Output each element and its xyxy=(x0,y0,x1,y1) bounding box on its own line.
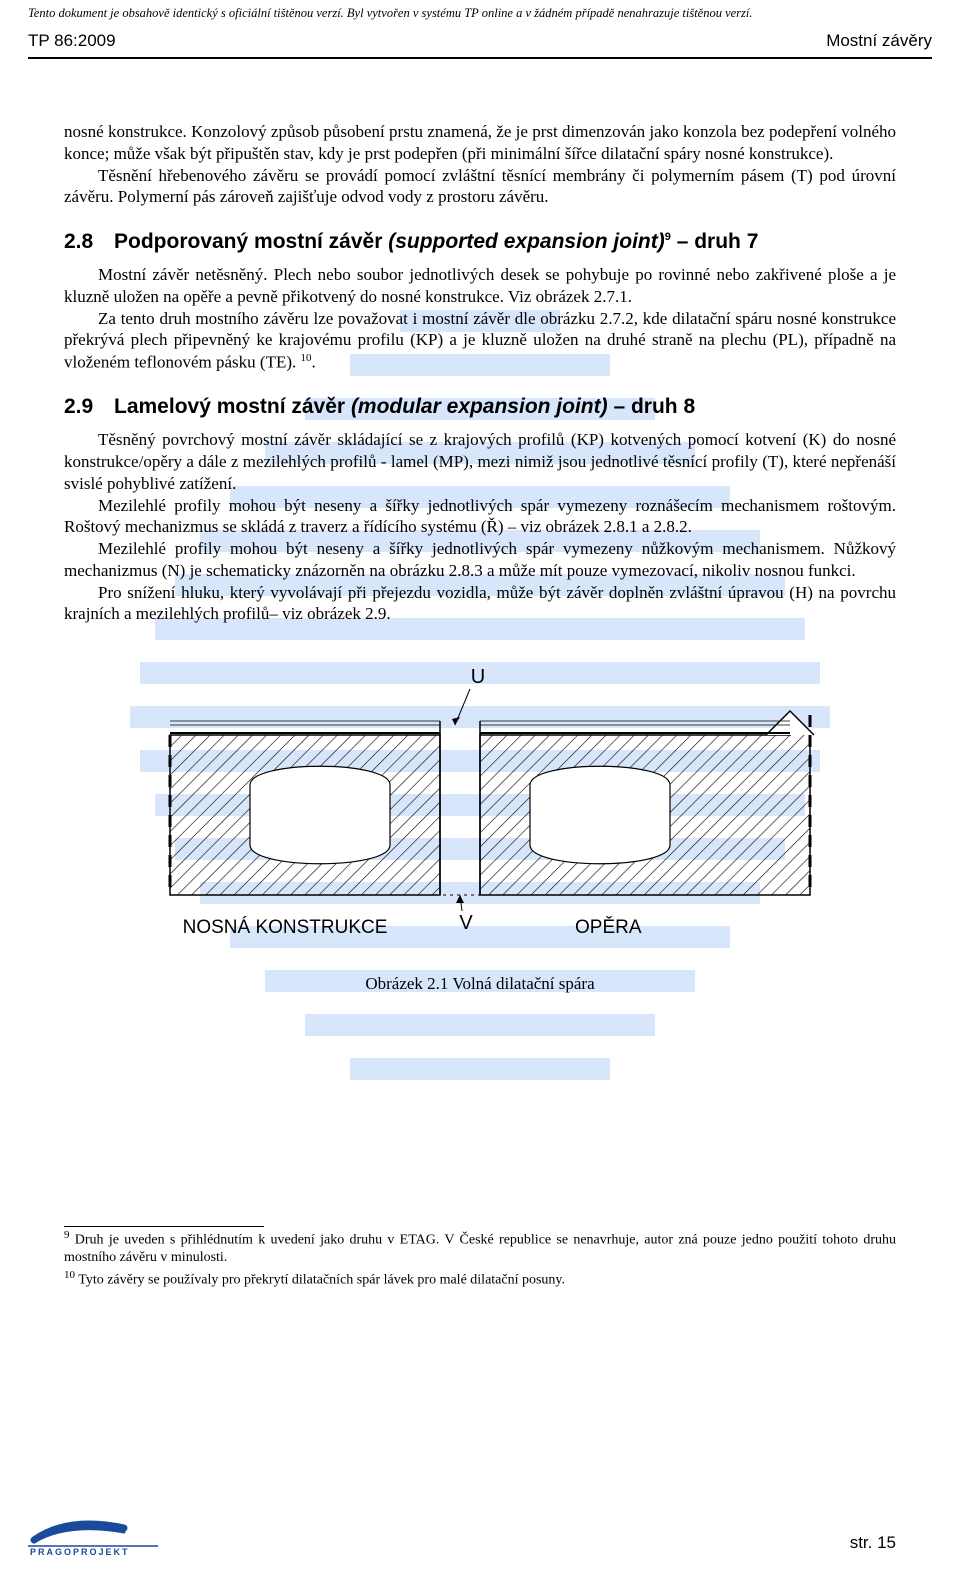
paragraph: Mezilehlé profily mohou být neseny a šíř… xyxy=(64,538,896,582)
heading-text: Lamelový mostní závěr xyxy=(114,395,351,418)
figure-label-u: U xyxy=(471,666,485,688)
heading-italic: (modular expansion joint) xyxy=(351,395,608,418)
paragraph: Mostní závěr netěsněný. Plech nebo soubo… xyxy=(64,264,896,308)
paragraph: Těsněný povrchový mostní závěr skládajíc… xyxy=(64,429,896,494)
footnote-ref: 10 xyxy=(301,352,312,364)
paragraph: Těsnění hřebenového závěru se provádí po… xyxy=(64,165,896,209)
heading-number: 2.8 xyxy=(64,230,114,254)
top-banner: Tento dokument je obsahově identický s o… xyxy=(0,0,960,23)
footnote-text: Druh je uveden s přihlédnutím k uvedení … xyxy=(64,1233,896,1266)
figure-2-1: U V NOSNÁ KONSTRUKCE OPĚRA Obrázek 2.1 V… xyxy=(64,645,896,994)
footnote-number: 10 xyxy=(64,1269,75,1281)
document-body: nosné konstrukce. Konzolový způsob působ… xyxy=(0,59,960,1289)
footnote-10: 10 Tyto závěry se používaly pro překrytí… xyxy=(64,1269,896,1289)
footnote-9: 9 Druh je uveden s přihlédnutím k uveden… xyxy=(64,1229,896,1267)
heading-suffix: – druh 8 xyxy=(608,395,696,418)
page-header: TP 86:2009 Mostní závěry xyxy=(0,23,960,55)
page-number: str. 15 xyxy=(850,1533,896,1553)
figure-label-v: V xyxy=(459,912,473,934)
heading-text: Podporovaný mostní závěr xyxy=(114,230,388,253)
heading-2-9: 2.9Lamelový mostní závěr (modular expans… xyxy=(64,395,896,419)
paragraph-text: Za tento druh mostního závěru lze považo… xyxy=(64,309,896,372)
paragraph: Pro snížení hluku, který vyvolávají při … xyxy=(64,582,896,626)
heading-2-8: 2.8Podporovaný mostní závěr (supported e… xyxy=(64,230,896,254)
header-right: Mostní závěry xyxy=(826,31,932,51)
paragraph-text: . xyxy=(312,353,316,372)
pragoprojekt-logo: PRAGOPROJEKT xyxy=(28,1512,158,1561)
footnote-text: Tyto závěry se používaly pro překrytí di… xyxy=(75,1272,565,1287)
figure-label-left: NOSNÁ KONSTRUKCE xyxy=(183,917,388,938)
heading-number: 2.9 xyxy=(64,395,114,419)
figure-drawing: U V NOSNÁ KONSTRUKCE OPĚRA xyxy=(130,645,830,955)
heading-suffix: – druh 7 xyxy=(671,230,759,253)
heading-italic: (supported expansion joint) xyxy=(388,230,665,253)
logo-text: PRAGOPROJEKT xyxy=(30,1547,130,1556)
header-left: TP 86:2009 xyxy=(28,31,116,51)
footnote-separator xyxy=(64,1226,264,1227)
paragraph: nosné konstrukce. Konzolový způsob působ… xyxy=(64,121,896,165)
paragraph: Za tento druh mostního závěru lze považo… xyxy=(64,308,896,374)
figure-caption: Obrázek 2.1 Volná dilatační spára xyxy=(64,974,896,994)
figure-label-right: OPĚRA xyxy=(575,916,642,938)
paragraph: Mezilehlé profily mohou být neseny a šíř… xyxy=(64,495,896,539)
